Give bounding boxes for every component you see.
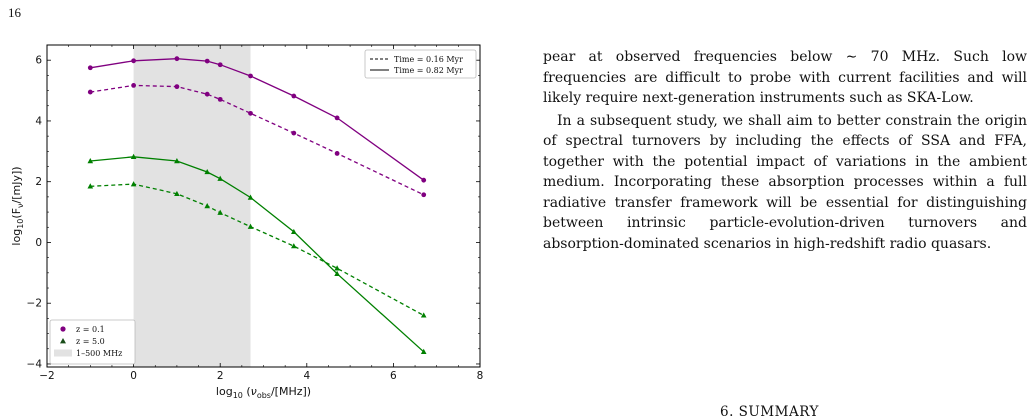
body-text: pear at observed frequencies below ∼ 70 … [543,47,1027,254]
series-point-2-0 [87,158,94,164]
series-point-1-3 [204,91,210,97]
legend-time-box [364,49,477,79]
y-tick-label-4: 4 [35,115,42,127]
series-point-3-8 [420,312,427,318]
series-point-1-7 [334,151,340,156]
series-point-0-5 [248,73,253,79]
series-point-3-6 [291,243,297,249]
series-point-2-1 [130,153,137,159]
series-point-3-1 [130,181,137,187]
section-heading-summary: 6. SUMMARY [720,404,819,420]
series-point-1-1 [131,83,137,88]
legend-marker-patch [54,349,72,357]
x-axis-label: log10 (νobs/[MHz]) [216,385,311,400]
plot-frame [46,44,481,368]
series-point-2-8 [420,348,427,355]
series-point-1-5 [248,110,253,116]
series-point-0-6 [291,93,297,99]
x-tick-label-3: 4 [303,370,310,382]
x-tick-label-2: 2 [217,370,224,382]
series-point-0-8 [421,177,427,183]
legend-redshift-label-0: z = 0.1 [76,325,105,334]
legend-marker-circle [60,326,66,332]
x-tick-label-5: 8 [477,370,484,382]
y-tick-label-2: 0 [35,237,42,249]
series-point-3-7 [334,265,340,271]
y-tick-label-3: 2 [35,176,42,188]
x-tick-label-4: 6 [390,370,397,382]
series-point-3-0 [87,183,94,189]
series-point-1-8 [421,192,427,198]
y-axis-label: log10(Fν/[mJy]) [10,166,25,245]
series-point-2-2 [174,158,180,164]
y-tick-label-0: −4 [27,358,43,370]
legend-marker-triangle [60,338,66,344]
legend-time-label-0: Time = 0.16 Myr [394,55,463,64]
series-point-3-5 [247,223,254,229]
series-line-1 [90,84,424,196]
paragraph-2: In a subsequent study, we shall aim to b… [543,112,1027,252]
series-point-0-3 [204,58,210,64]
legend-redshift-label-2: 1–500 MHz [76,349,122,358]
series-point-1-0 [87,89,93,95]
legend-time-label-1: Time = 0.82 Myr [394,66,463,75]
series-point-0-1 [131,58,137,64]
y-tick-label-5: 6 [35,55,42,67]
spectrum-figure: −2 0 2 4 6 8 −4 −2 0 2 4 6 log10 (νobs/[MHz]) log10(F… [0,0,510,420]
series-point-1-6 [291,130,297,136]
series-point-1-2 [174,84,180,90]
x-tick-label-0: −2 [39,370,54,382]
series-point-3-2 [174,190,180,197]
series-point-0-0 [87,65,93,71]
series-point-2-4 [217,175,223,181]
series-point-0-4 [217,62,223,68]
legend-redshift-label-1: z = 5.0 [76,337,105,346]
y-tick-label-1: −2 [27,298,42,310]
series-point-2-7 [334,270,340,276]
series-point-3-3 [204,203,211,209]
series-point-3-4 [217,209,223,215]
shaded-region [133,45,251,367]
series-point-0-2 [174,56,180,62]
series-point-2-3 [204,168,211,175]
page-number: 16 [8,5,21,20]
series-point-2-6 [291,228,297,235]
x-tick-label-1: 0 [130,370,137,382]
y-axis-label-group: log10(Fν/[mJy]) [10,166,25,245]
series-point-1-4 [217,96,223,102]
series-point-0-7 [334,115,340,121]
paragraph-1: pear at observed frequencies below ∼ 70 … [543,49,1027,106]
series-point-2-5 [247,194,254,200]
